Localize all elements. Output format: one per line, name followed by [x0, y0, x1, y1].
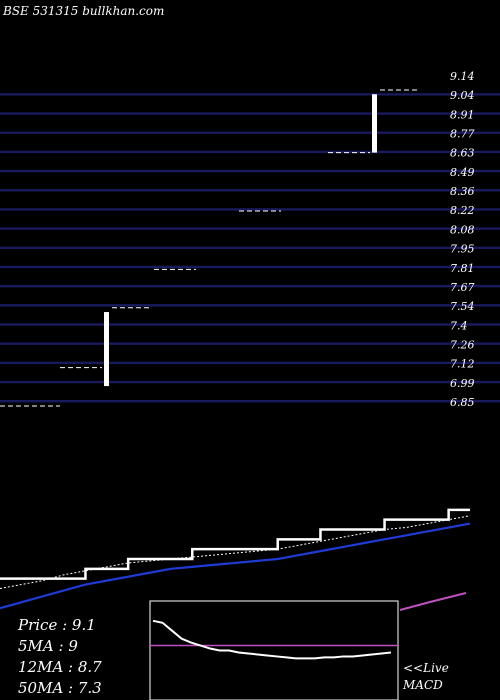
grid-line — [0, 150, 500, 154]
grid-line — [0, 169, 500, 173]
ma50-stat: 50MA : 7.3 — [18, 679, 102, 697]
ma-blue-line — [0, 522, 471, 610]
grid-line — [0, 93, 500, 96]
price-grid — [0, 93, 500, 403]
grid-line — [0, 112, 500, 115]
candles — [0, 89, 420, 407]
y-tick-label: 7.54 — [450, 300, 475, 313]
macd-label: MACD — [403, 678, 443, 692]
ma12-stat: 12MA : 8.7 — [18, 658, 102, 676]
y-tick-label: 6.85 — [450, 396, 475, 409]
y-tick-label: 9.14 — [450, 70, 475, 83]
y-tick-label: 8.22 — [450, 204, 475, 217]
candle-body — [104, 312, 109, 387]
macd-box — [149, 600, 399, 700]
grid-line — [0, 361, 500, 365]
y-tick-label: 8.77 — [450, 128, 475, 141]
macd-panel — [149, 600, 399, 700]
price-stat: Price : 9.1 — [18, 616, 96, 634]
price-step-line — [0, 508, 470, 580]
y-tick-label: 7.12 — [450, 358, 475, 371]
ma5-line — [0, 515, 471, 589]
y-tick-label: 8.91 — [450, 108, 475, 121]
grid-line — [0, 380, 500, 384]
stats-box: Price : 9.1 5MA : 9 12MA : 8.7 50MA : 7.… — [18, 615, 102, 699]
y-tick-label: 7.26 — [450, 338, 475, 351]
grid-line — [0, 265, 500, 269]
grid-line — [0, 304, 500, 307]
grid-line — [0, 284, 500, 288]
candle-body — [372, 94, 377, 153]
y-tick-label: 7.67 — [450, 281, 475, 294]
moving-average-panel — [0, 508, 471, 611]
y-tick-label: 8.08 — [450, 223, 475, 236]
y-tick-label: 6.99 — [450, 377, 475, 390]
grid-line — [0, 208, 500, 211]
ma50-line — [399, 592, 467, 611]
grid-line — [0, 131, 500, 134]
ma5-stat: 5MA : 9 — [18, 637, 78, 655]
macd-line — [152, 619, 392, 660]
grid-line — [0, 323, 500, 326]
y-tick-label: 9.04 — [450, 89, 475, 102]
grid-line — [0, 227, 500, 230]
y-tick-label: 7.4 — [450, 319, 468, 332]
grid-line — [0, 189, 500, 192]
y-tick-label: 8.49 — [450, 166, 475, 179]
live-macd-label: <<Live MACD — [403, 660, 449, 694]
y-tick-label: 8.36 — [450, 185, 475, 198]
grid-line — [0, 400, 500, 403]
chart-source-label: BSE 531315 bullkhan.com — [3, 4, 165, 18]
y-axis-ticks: 9.14 9.04 8.91 8.77 8.63 8.49 8.36 8.22 8.08 7.95… — [450, 70, 475, 409]
y-tick-label: 7.95 — [450, 243, 475, 256]
y-tick-label: 8.63 — [450, 147, 475, 160]
y-tick-label: 7.81 — [450, 262, 475, 275]
live-label: <<Live — [403, 661, 449, 675]
grid-line — [0, 246, 500, 249]
grid-line — [0, 342, 500, 345]
